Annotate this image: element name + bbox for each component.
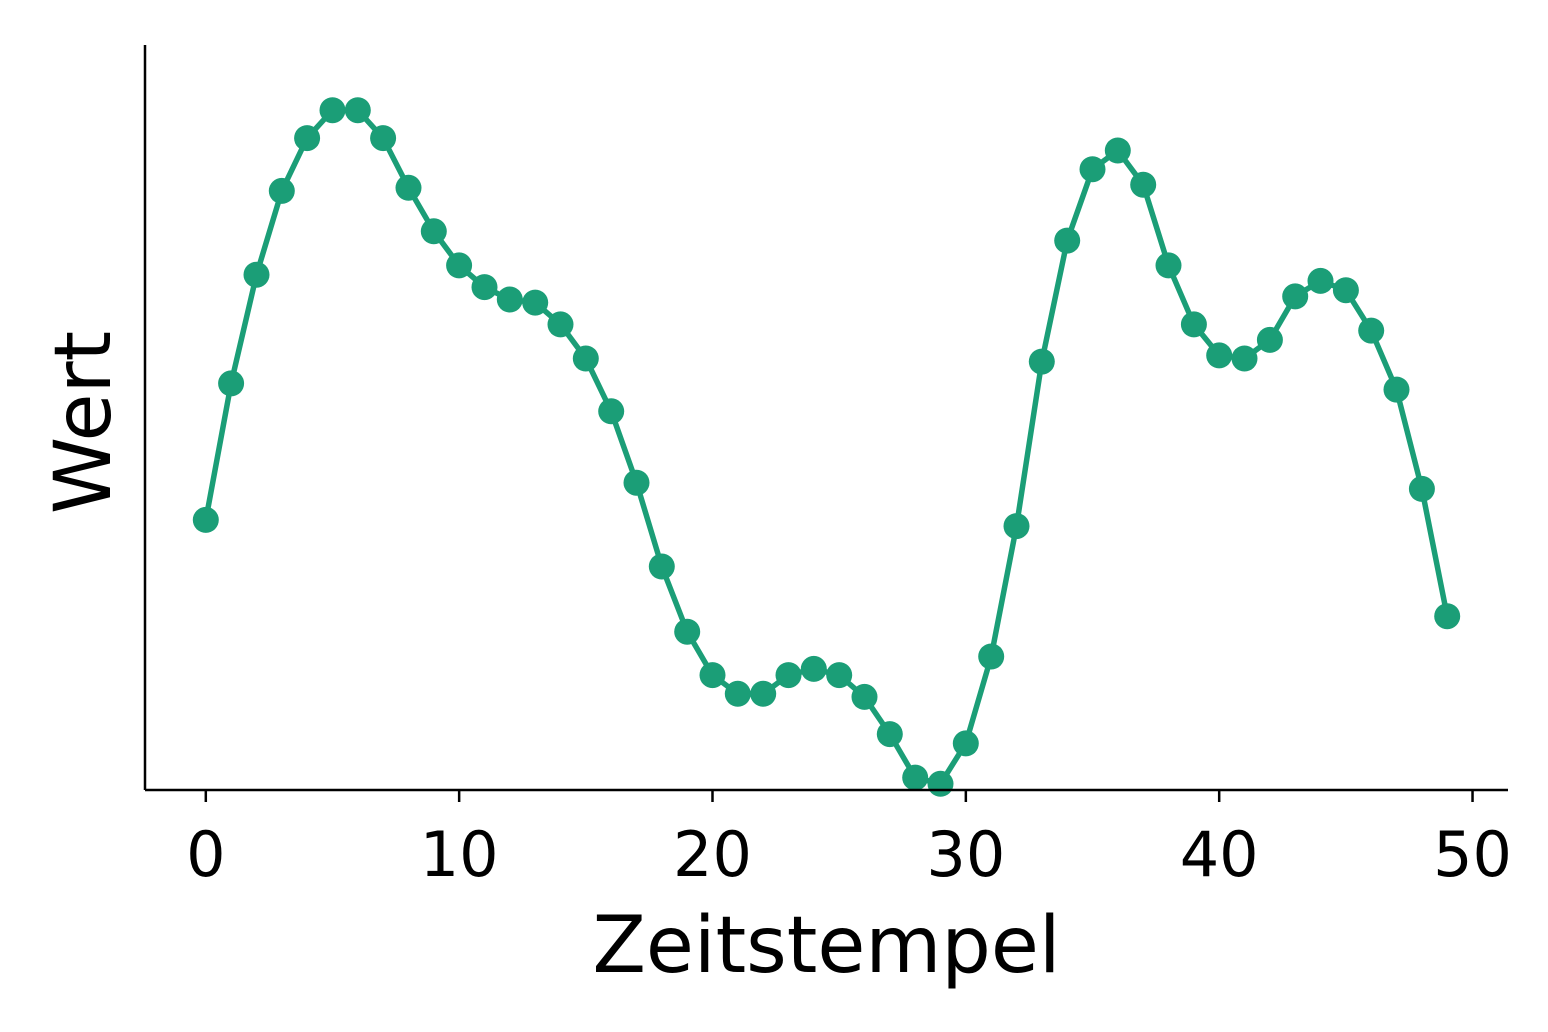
data-point [1130,171,1157,198]
x-tick-label: 50 [1433,818,1512,891]
x-axis-label: Zeitstempel [592,901,1060,991]
x-tick-label: 10 [420,818,499,891]
data-point [1079,156,1106,183]
data-point [268,177,295,204]
data-point [319,97,346,124]
data-point [1180,311,1207,338]
data-point [1307,267,1334,294]
data-point [750,680,777,707]
data-point [1104,137,1131,164]
data-point [547,311,574,338]
data-point [1332,277,1359,304]
data-point [1054,227,1081,254]
data-point [1358,317,1385,344]
data-point [775,662,802,689]
data-point [1003,513,1030,540]
data-point [1206,342,1233,369]
plot-area [192,97,1461,797]
data-point [978,643,1005,670]
series-line [203,107,1450,787]
data-point [243,261,270,288]
data-point [420,218,447,245]
data-point [952,730,979,757]
data-point [1408,475,1435,502]
data-point [572,345,599,372]
data-point [1383,376,1410,403]
data-point [344,97,371,124]
data-point [927,770,954,797]
x-tick-label: 30 [926,818,1005,891]
data-point [192,506,219,533]
data-point [876,721,903,748]
data-point [826,662,853,689]
data-point [1282,283,1309,310]
data-point [1155,252,1182,279]
data-point [471,274,498,301]
data-point [902,764,929,791]
data-point [1231,345,1258,372]
x-tick-label: 0 [186,818,225,891]
data-point [674,618,701,645]
data-point [623,469,650,496]
data-point [294,125,321,152]
data-point [1028,348,1055,375]
data-point [1256,326,1283,353]
data-point [598,398,625,425]
data-point [496,286,523,313]
data-point [851,683,878,710]
y-axis-label: Wert [39,331,129,514]
x-axis-ticks: 0 10 20 30 40 50 [186,790,1512,891]
data-point [1434,603,1461,630]
data-point [800,655,827,682]
data-point [218,370,245,397]
data-point [446,252,473,279]
data-point [648,553,675,580]
x-tick-label: 20 [673,818,752,891]
data-point [699,662,726,689]
data-point [724,680,751,707]
x-tick-label: 40 [1180,818,1259,891]
data-point [395,174,422,201]
data-point [522,289,549,316]
data-point [370,125,397,152]
